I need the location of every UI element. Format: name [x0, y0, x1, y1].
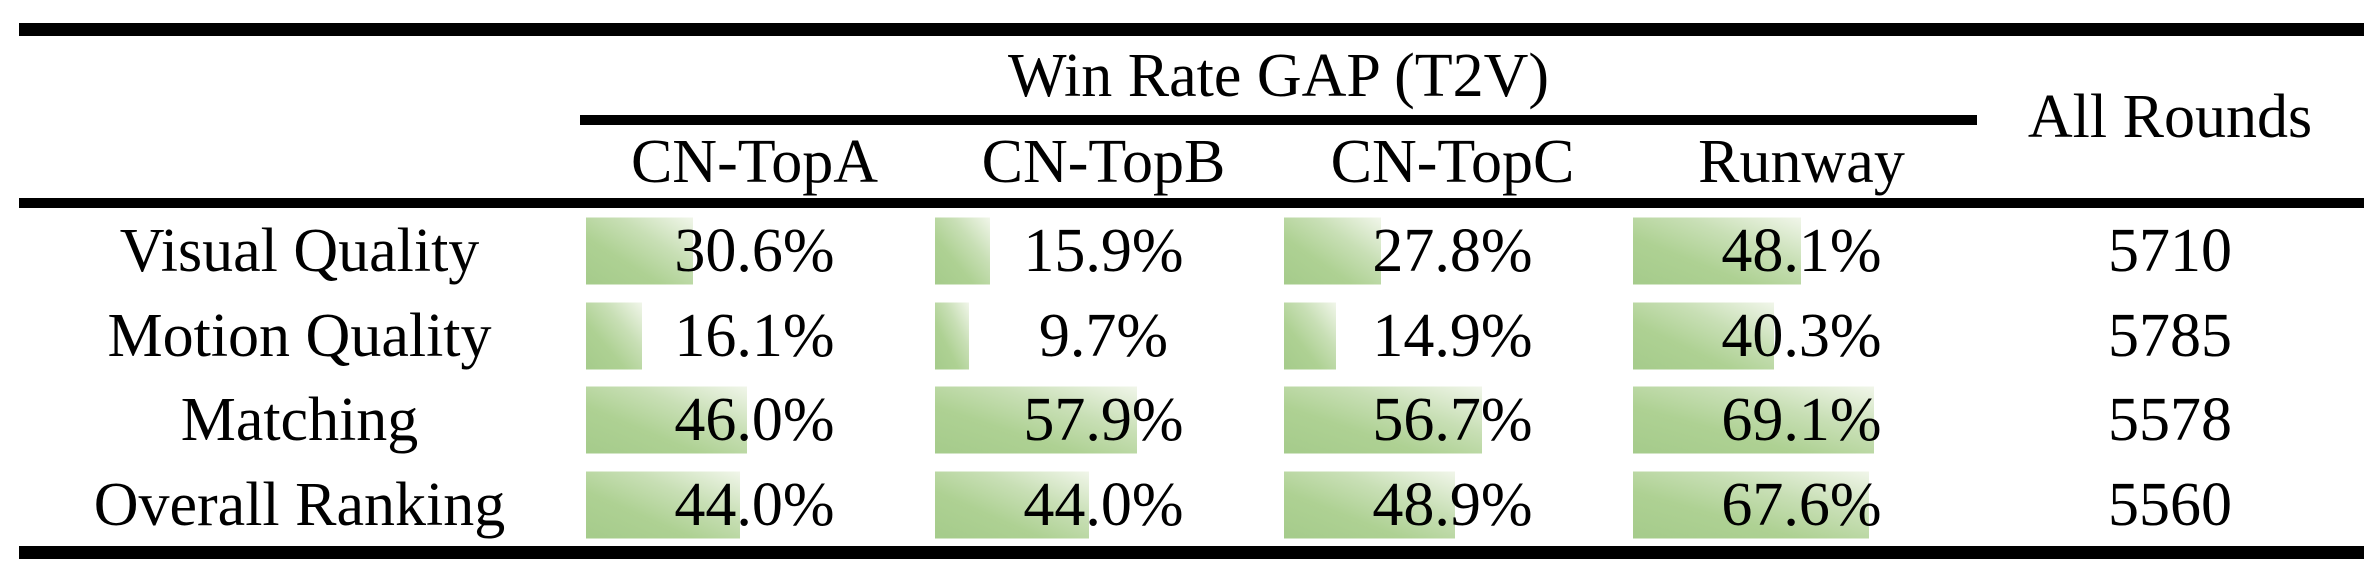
column-header-runway: Runway	[1698, 127, 1905, 196]
winrate-bar	[1284, 302, 1336, 369]
winrate-bar	[586, 386, 747, 453]
winrate-cell: 48.9%	[1278, 462, 1627, 547]
span-header-title: Win Rate GAP (T2V)	[1007, 41, 1550, 110]
winrate-bar	[1284, 471, 1455, 538]
winrate-value: 67.6%	[1721, 470, 1882, 539]
winrate-value: 15.9%	[1023, 216, 1184, 285]
table-bottom-rule	[19, 546, 2364, 559]
winrate-value: 9.7%	[1038, 301, 1169, 370]
column-header-cn-topb: CN-TopB	[981, 127, 1226, 196]
header-separator-rule	[19, 198, 2364, 208]
all-rounds-value: 5560	[2108, 470, 2232, 539]
winrate-cell: 40.3%	[1627, 293, 1976, 378]
column-header-cn-topa: CN-TopA	[630, 127, 879, 196]
winrate-cell: 30.6%	[580, 208, 929, 293]
all-rounds-value: 5710	[2108, 216, 2232, 285]
winrate-bar	[935, 217, 991, 284]
winrate-cell: 44.0%	[929, 462, 1278, 547]
row-label-matching: Matching	[180, 385, 419, 454]
winrate-bar	[586, 302, 643, 369]
winrate-cell: 56.7%	[1278, 377, 1627, 462]
winrate-cell: 15.9%	[929, 208, 1278, 293]
winrate-bar	[935, 386, 1138, 453]
all-rounds-value: 5578	[2108, 385, 2232, 454]
winrate-bar	[935, 471, 1089, 538]
table-top-rule	[19, 23, 2364, 36]
winrate-value: 46.0%	[674, 385, 835, 454]
winrate-value: 44.0%	[1023, 470, 1184, 539]
all-rounds-value: 5785	[2108, 301, 2232, 370]
row-label-motion-quality: Motion Quality	[107, 301, 492, 370]
winrate-value: 40.3%	[1721, 301, 1882, 370]
row-label-visual-quality: Visual Quality	[119, 216, 480, 285]
winrate-bar	[1633, 302, 1774, 369]
winrate-bar	[586, 217, 693, 284]
winrate-cell: 16.1%	[580, 293, 929, 378]
winrate-cell: 27.8%	[1278, 208, 1627, 293]
winrate-cell: 69.1%	[1627, 377, 1976, 462]
column-header-cn-topc: CN-TopC	[1330, 127, 1575, 196]
winrate-cell: 46.0%	[580, 377, 929, 462]
winrate-value: 48.1%	[1721, 216, 1882, 285]
winrate-bar	[1284, 386, 1482, 453]
winrate-bar	[1633, 386, 1875, 453]
winrate-value: 30.6%	[674, 216, 835, 285]
winrate-bar	[1633, 217, 1801, 284]
winrate-cell: 67.6%	[1627, 462, 1976, 547]
winrate-cell: 48.1%	[1627, 208, 1976, 293]
winrate-value: 44.0%	[674, 470, 835, 539]
row-label-overall-ranking: Overall Ranking	[93, 470, 506, 539]
winrate-value: 14.9%	[1372, 301, 1533, 370]
column-header-all-rounds: All Rounds	[2027, 83, 2313, 151]
winrate-value: 48.9%	[1372, 470, 1533, 539]
winrate-value: 16.1%	[674, 301, 835, 370]
winrate-cell: 57.9%	[929, 377, 1278, 462]
winrate-value: 69.1%	[1721, 385, 1882, 454]
winrate-bar	[1633, 471, 1869, 538]
span-header-underline	[580, 115, 1977, 125]
winrate-bar	[935, 302, 969, 369]
winrate-bar	[586, 471, 740, 538]
winrate-cell: 9.7%	[929, 293, 1278, 378]
winrate-value: 27.8%	[1372, 216, 1533, 285]
winrate-cell: 14.9%	[1278, 293, 1627, 378]
winrate-bar	[1284, 217, 1382, 284]
winrate-value: 57.9%	[1023, 385, 1184, 454]
winrate-cell: 44.0%	[580, 462, 929, 547]
winrate-value: 56.7%	[1372, 385, 1533, 454]
